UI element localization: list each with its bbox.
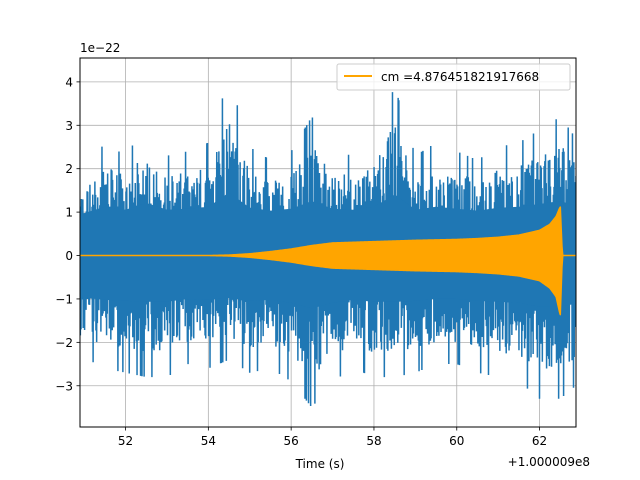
x-tick-label: 56 [284, 434, 299, 448]
y-tick-label: 3 [65, 119, 73, 133]
legend-entry-cm: cm =4.876451821917668 [381, 70, 539, 84]
y-tick-label: 0 [65, 249, 73, 263]
x-tick-label: 54 [201, 434, 216, 448]
axes-frame [79, 57, 577, 428]
y-tick-label: −2 [55, 336, 73, 350]
legend-box [336, 63, 571, 91]
x-offset-label: +1.000009e8 [508, 455, 590, 469]
axis-ticks: 52 54 56 58 60 62 −3 −2 −1 0 1 2 3 4 [55, 75, 547, 448]
y-tick-label: 2 [65, 162, 73, 176]
x-tick-label: 62 [532, 434, 547, 448]
y-tick-label: 4 [65, 75, 73, 89]
series-layer [80, 92, 576, 406]
y-tick-label: −1 [55, 292, 73, 306]
x-axis-label: Time (s) [295, 457, 345, 471]
plot-area [80, 92, 576, 406]
y-exponent-label: 1e−22 [80, 41, 120, 55]
x-tick-label: 52 [118, 434, 133, 448]
y-tick-label: 1 [65, 206, 73, 220]
x-tick-label: 58 [366, 434, 381, 448]
y-tick-label: −3 [55, 379, 73, 393]
x-tick-label: 60 [449, 434, 464, 448]
legend: cm =4.876451821917668 [336, 63, 571, 91]
series-cm-template [80, 206, 576, 316]
